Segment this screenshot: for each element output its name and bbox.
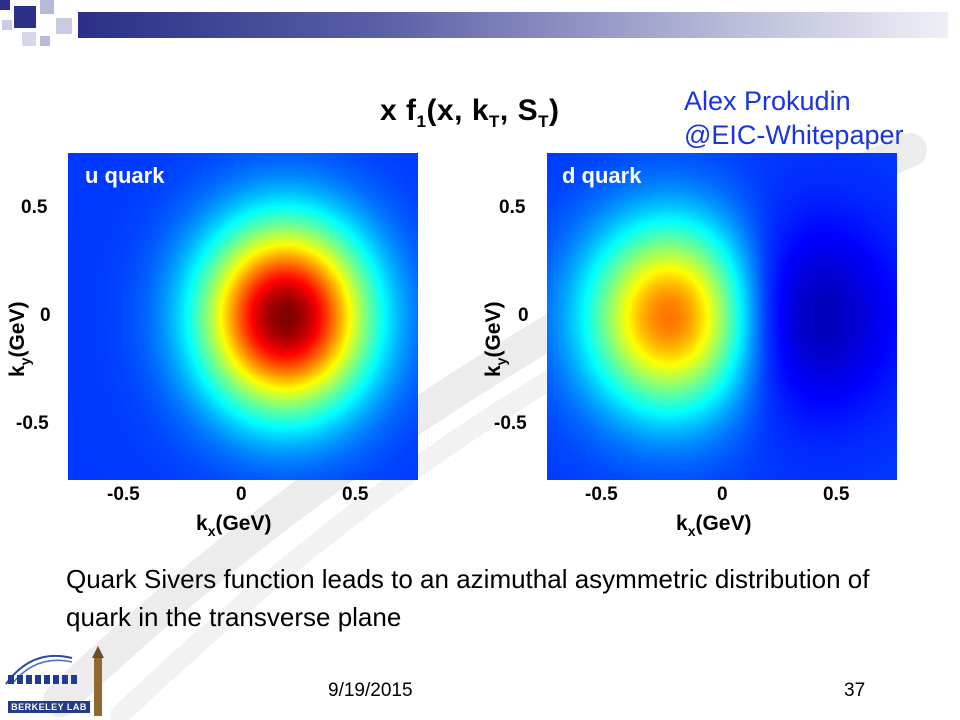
xtick-u-1: 0 bbox=[236, 484, 247, 505]
xtick-d-1: 0 bbox=[717, 484, 728, 505]
footer-date: 9/19/2015 bbox=[328, 680, 413, 701]
heatmap-u-quark bbox=[68, 153, 418, 480]
credit-author: Alex Prokudin bbox=[684, 86, 851, 116]
panel-label-u-quark: u quark bbox=[85, 163, 165, 188]
ylabel-d: ky(GeV) bbox=[482, 301, 509, 378]
ytick-u-1: 0 bbox=[40, 305, 51, 326]
ytick-d-1: 0 bbox=[518, 305, 529, 326]
ytick-u-2: -0.5 bbox=[16, 413, 49, 434]
chart-title: x f1(x, kT, ST) bbox=[380, 94, 560, 131]
ytick-d-2: -0.5 bbox=[494, 413, 527, 434]
heatmap-d-quark bbox=[547, 153, 897, 480]
xlabel-u: kx(GeV) bbox=[196, 512, 272, 539]
ytick-u-0: 0.5 bbox=[21, 197, 48, 218]
berkeley-lab-logo bbox=[5, 646, 104, 716]
xtick-d-0: -0.5 bbox=[585, 484, 618, 505]
credit-source: @EIC-Whitepaper bbox=[684, 120, 904, 150]
slide-caption: Quark Sivers function leads to an azimut… bbox=[66, 564, 870, 632]
xtick-u-0: -0.5 bbox=[107, 484, 140, 505]
xlabel-d: kx(GeV) bbox=[676, 512, 752, 539]
ytick-d-0: 0.5 bbox=[499, 197, 526, 218]
ylabel-u: ky(GeV) bbox=[6, 301, 33, 378]
logo-text: BERKELEY LAB bbox=[8, 701, 90, 713]
panel-label-d-quark: d quark bbox=[562, 163, 642, 188]
footer-page-number: 37 bbox=[844, 680, 866, 701]
xtick-d-2: 0.5 bbox=[823, 484, 850, 505]
xtick-u-2: 0.5 bbox=[342, 484, 369, 505]
